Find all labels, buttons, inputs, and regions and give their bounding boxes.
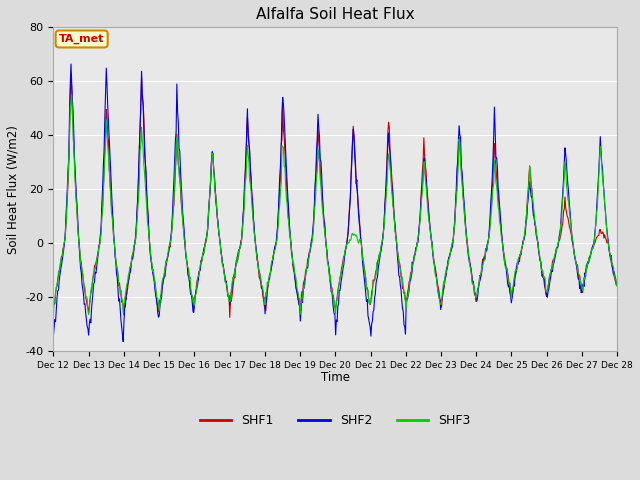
- SHF3: [613, 284, 621, 289]
- SHF1: [613, 283, 621, 288]
- Line: SHF2: SHF2: [53, 64, 617, 342]
- Line: SHF1: SHF1: [53, 74, 617, 317]
- SHF1: [249, 202, 257, 207]
- SHF3: [116, 291, 124, 297]
- SHF2: [116, 307, 124, 313]
- SHF2: [221, 273, 228, 279]
- SHF3: [248, 201, 255, 207]
- SHF2: [427, 229, 435, 235]
- X-axis label: Time: Time: [321, 371, 350, 384]
- SHF2: [270, 250, 278, 255]
- SHF1: [427, 228, 435, 234]
- SHF2: [613, 281, 621, 287]
- SHF3: [220, 268, 228, 274]
- SHF1: [226, 314, 234, 320]
- Y-axis label: Soil Heat Flux (W/m2): Soil Heat Flux (W/m2): [7, 125, 20, 253]
- Legend: SHF1, SHF2, SHF3: SHF1, SHF2, SHF3: [195, 409, 476, 432]
- SHF2: [67, 61, 75, 67]
- Title: Alfalfa Soil Heat Flux: Alfalfa Soil Heat Flux: [256, 7, 415, 22]
- SHF2: [249, 196, 257, 202]
- Text: TA_met: TA_met: [59, 34, 104, 44]
- Line: SHF3: SHF3: [53, 95, 617, 318]
- SHF1: [220, 267, 228, 273]
- SHF3: [426, 224, 433, 230]
- SHF1: [116, 287, 124, 293]
- SHF3: [394, 253, 402, 259]
- SHF1: [270, 250, 278, 256]
- SHF1: [67, 72, 75, 77]
- SHF1: [49, 306, 57, 312]
- SHF2: [49, 334, 57, 339]
- SHF2: [395, 273, 403, 279]
- SHF3: [68, 92, 76, 97]
- SHF1: [395, 259, 403, 265]
- SHF3: [269, 252, 277, 258]
- SHF3: [49, 315, 57, 321]
- SHF2: [119, 339, 127, 345]
